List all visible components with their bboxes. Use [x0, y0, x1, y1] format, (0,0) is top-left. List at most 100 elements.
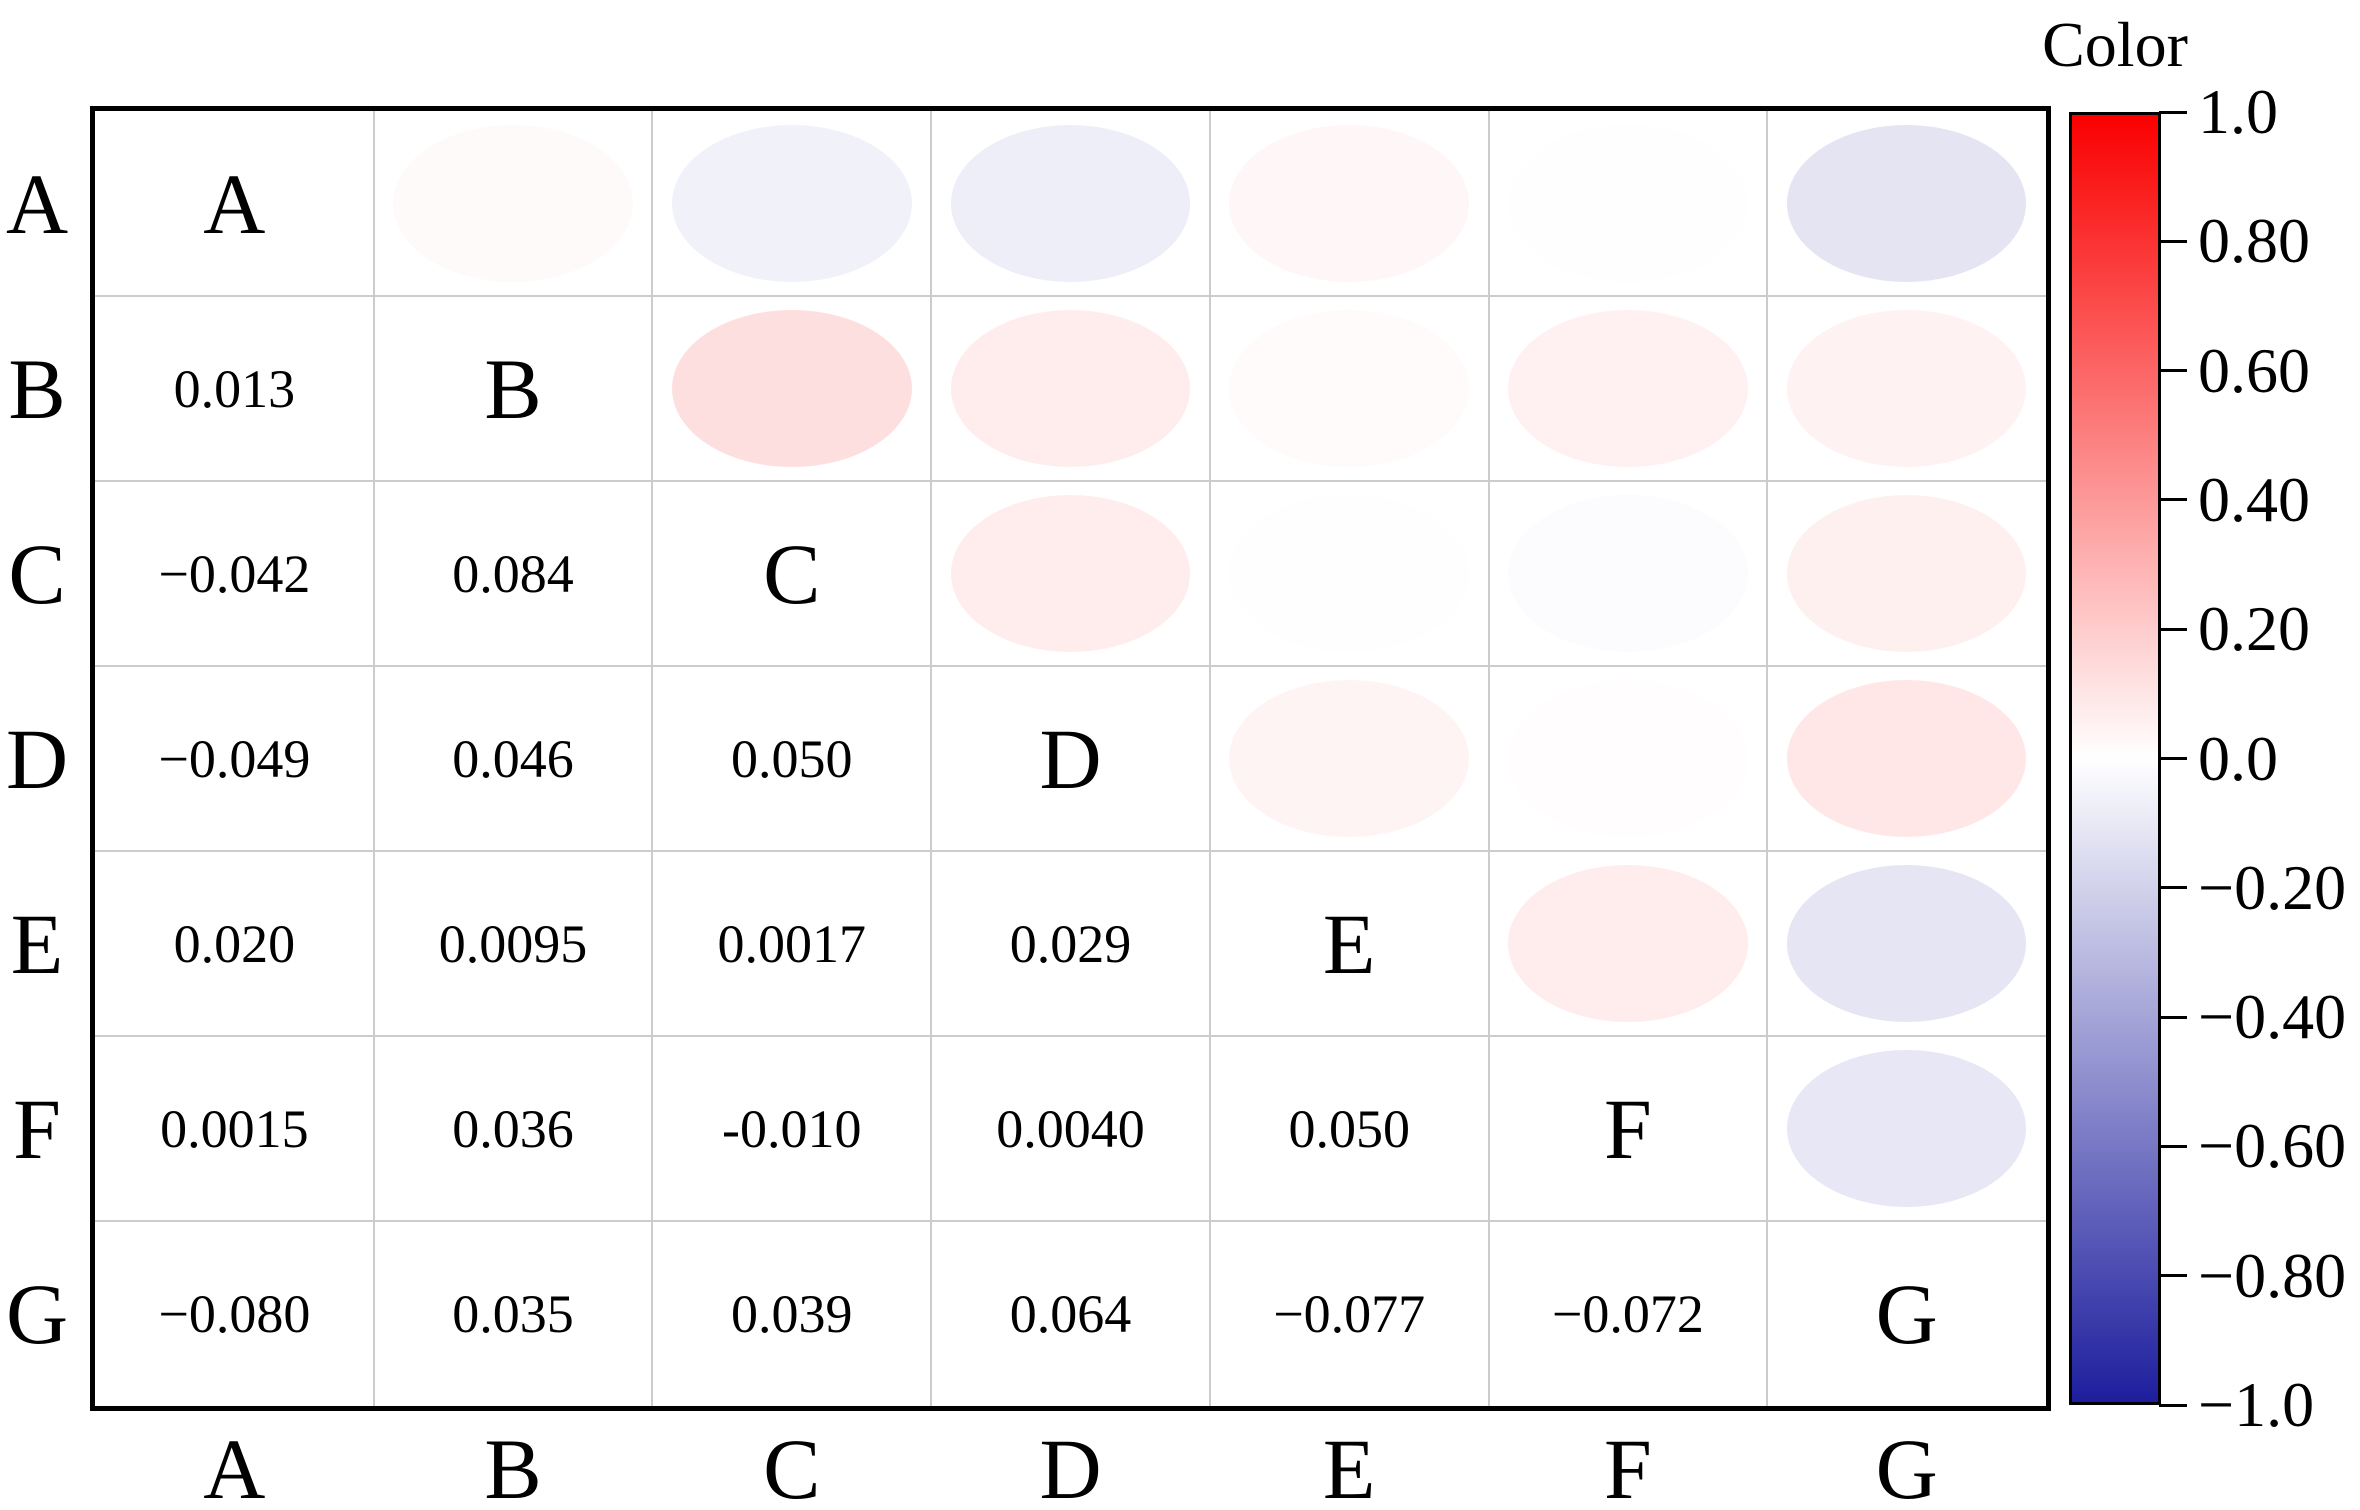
correlation-value: 0.029 [1009, 913, 1132, 974]
colorbar-tick-label: 0.0 [2198, 722, 2278, 794]
x-axis-label: D [1039, 1421, 1102, 1510]
diagonal-variable-label: G [1875, 1265, 1938, 1362]
correlation-ellipse [1786, 1049, 2027, 1208]
correlation-ellipse [1229, 124, 1470, 283]
colorbar-tick-label: −1.0 [2198, 1369, 2315, 1440]
correlation-ellipse [1786, 864, 2027, 1023]
grid-line [95, 480, 2046, 482]
correlation-ellipse [950, 309, 1191, 468]
correlation-value: −0.080 [158, 1283, 311, 1344]
correlation-ellipse [1786, 309, 2027, 468]
colorbar-tick-label: 0.40 [2198, 463, 2310, 535]
y-axis-label: C [8, 525, 66, 622]
diagonal-variable-label: B [484, 340, 542, 437]
diagonal-variable-label: E [1322, 895, 1376, 992]
colorbar-tick-label: −0.60 [2198, 1110, 2347, 1182]
correlation-ellipse [1229, 309, 1470, 468]
colorbar-tick-label: 1.0 [2198, 76, 2278, 147]
correlation-value: −0.049 [158, 728, 311, 789]
colorbar-tick [2159, 239, 2187, 243]
correlation-ellipse [671, 124, 912, 283]
correlation-value: 0.013 [173, 358, 296, 419]
correlation-ellipse [1508, 124, 1748, 283]
colorbar-tick-label: −0.40 [2198, 981, 2347, 1053]
correlation-ellipse [1508, 309, 1748, 468]
colorbar-tick [2159, 110, 2187, 114]
colorbar-title: Color [2042, 9, 2188, 80]
correlation-value: 0.039 [731, 1283, 853, 1344]
matrix-plot-area: A 0.013 B −0.042 0.084 C −0.049 0.046 0.050 D 0.02… [95, 111, 2046, 1406]
correlation-ellipse [1786, 679, 2027, 838]
correlation-value: 0.050 [731, 728, 853, 789]
correlation-value: 0.036 [452, 1098, 574, 1159]
colorbar-tick-label: 0.80 [2198, 205, 2310, 277]
x-axis-label: B [484, 1421, 542, 1510]
colorbar-tick-label: −0.20 [2198, 851, 2347, 923]
correlation-value: 0.0040 [996, 1098, 1145, 1159]
grid-line [930, 111, 933, 1406]
colorbar-tick [2159, 1274, 2187, 1278]
y-axis-label: G [5, 1265, 69, 1362]
colorbar-tick [2159, 1015, 2187, 1019]
correlation-ellipse [950, 124, 1191, 283]
correlation-value: 0.050 [1288, 1098, 1410, 1159]
correlation-ellipse [393, 124, 633, 283]
diagonal-variable-label: A [203, 155, 266, 252]
x-axis-label: C [763, 1421, 821, 1510]
correlation-ellipse [1229, 679, 1470, 838]
correlation-value: 0.064 [1009, 1283, 1132, 1344]
grid-line [1766, 111, 1769, 1406]
x-axis-label: A [203, 1421, 266, 1510]
diagonal-variable-label: F [1603, 1080, 1652, 1177]
y-axis-label: D [5, 710, 69, 807]
correlation-value: -0.010 [722, 1098, 862, 1159]
colorbar-tick [2159, 498, 2187, 502]
grid-line [372, 111, 375, 1406]
correlation-value: 0.046 [452, 728, 574, 789]
grid-line [95, 665, 2046, 667]
correlation-value: −0.077 [1273, 1283, 1426, 1344]
correlation-value: 0.0017 [717, 913, 867, 974]
grid-line [95, 1035, 2046, 1037]
correlation-ellipse [1508, 864, 1748, 1023]
y-axis-label: B [8, 340, 66, 437]
correlation-value: 0.084 [452, 543, 574, 604]
correlation-ellipse [950, 494, 1191, 653]
colorbar-tick [2159, 369, 2187, 373]
grid-line [1487, 111, 1490, 1406]
correlation-ellipse [1786, 494, 2027, 653]
correlation-value: 0.020 [173, 913, 296, 974]
diagonal-variable-label: C [763, 525, 821, 622]
colorbar-tick [2159, 1144, 2187, 1148]
colorbar-tick [2159, 886, 2187, 890]
colorbar-tick [2159, 757, 2187, 760]
grid-line [95, 1220, 2046, 1222]
diagonal-variable-label: D [1039, 710, 1102, 807]
colorbar-tick [2159, 627, 2187, 631]
correlation-ellipse [1229, 494, 1470, 653]
y-axis-label: A [5, 155, 69, 252]
grid-line [95, 295, 2046, 297]
correlation-ellipse [1508, 494, 1748, 653]
y-axis-label: F [13, 1080, 61, 1177]
colorbar-tick-label: 0.20 [2198, 593, 2310, 665]
grid-line [95, 850, 2046, 852]
grid-line [1208, 111, 1211, 1406]
x-axis-label: E [1322, 1421, 1376, 1510]
correlation-ellipse [1786, 124, 2027, 283]
correlation-value: 0.0015 [160, 1098, 309, 1159]
colorbar-tick [2159, 1403, 2187, 1407]
colorbar-tick-label: 0.60 [2198, 334, 2310, 406]
correlation-value: −0.072 [1551, 1283, 1704, 1344]
correlation-value: −0.042 [158, 543, 311, 604]
correlation-ellipse [671, 309, 912, 468]
correlation-value: 0.035 [452, 1283, 574, 1344]
colorbar-gradient [2069, 112, 2161, 1405]
x-axis-label: G [1875, 1421, 1938, 1510]
y-axis-label: E [10, 895, 64, 992]
grid-line [651, 111, 654, 1406]
x-axis-label: F [1603, 1421, 1652, 1510]
correlation-ellipse [1508, 679, 1748, 838]
colorbar-tick-label: −0.80 [2198, 1239, 2347, 1311]
